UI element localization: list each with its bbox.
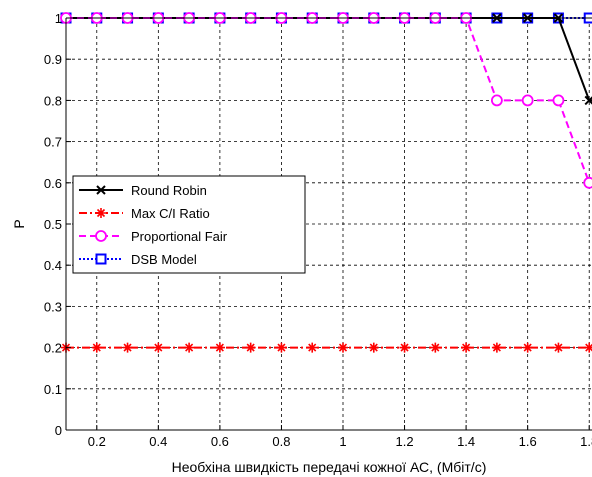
y-tick-label: 0.9 — [44, 52, 62, 67]
marker-stroke — [491, 342, 502, 353]
data-point — [584, 342, 592, 353]
legend-label: DSB Model — [131, 252, 197, 267]
legend-marker — [96, 185, 106, 195]
y-tick-label: 0.4 — [44, 258, 62, 273]
y-tick-label: 0.2 — [44, 341, 62, 356]
y-tick-label: 0.7 — [44, 135, 62, 150]
marker-stroke — [307, 342, 318, 353]
marker-shape — [583, 176, 592, 189]
marker-stroke — [184, 342, 195, 353]
marker-stroke — [96, 208, 106, 218]
x-tick-label: 1 — [339, 434, 346, 449]
legend-label: Round Robin — [131, 183, 207, 198]
legend-item: Round Robin — [79, 183, 207, 198]
marker-stroke — [430, 342, 441, 353]
marker-stroke — [96, 185, 106, 195]
marker-shape — [552, 94, 565, 107]
x-tick-label: 1.8 — [580, 434, 592, 449]
data-point — [522, 342, 533, 353]
marker-shape — [95, 253, 107, 265]
marker-stroke — [584, 342, 592, 353]
y-tick-label: 0 — [55, 423, 62, 438]
marker-stroke — [245, 342, 256, 353]
data-point — [461, 342, 472, 353]
marker-stroke — [368, 342, 379, 353]
y-tick-label: 0.6 — [44, 176, 62, 191]
marker-shape — [521, 94, 534, 107]
y-tick-label: 0.8 — [44, 93, 62, 108]
marker-stroke — [338, 342, 348, 353]
legend-marker — [95, 230, 107, 242]
marker-stroke — [153, 342, 164, 353]
legend-marker — [96, 208, 106, 218]
data-point — [491, 342, 502, 353]
data-point — [368, 342, 379, 353]
data-point — [430, 342, 441, 353]
y-tick-label: 0.1 — [44, 382, 62, 397]
data-point — [521, 94, 534, 107]
data-point — [338, 342, 348, 353]
x-tick-label: 0.8 — [272, 434, 290, 449]
marker-stroke — [553, 342, 564, 353]
data-point — [490, 94, 503, 107]
data-point — [276, 342, 287, 353]
data-point — [91, 342, 102, 353]
legend-item: Proportional Fair — [79, 229, 228, 244]
y-tick-label: 1 — [55, 11, 62, 26]
y-axis-label: P — [11, 219, 27, 228]
marker-shape — [490, 94, 503, 107]
legend-box — [72, 175, 306, 274]
marker-stroke — [91, 342, 102, 353]
x-tick-label: 0.2 — [88, 434, 106, 449]
legend-label: Proportional Fair — [131, 229, 228, 244]
data-point — [583, 176, 592, 189]
marker-stroke — [276, 342, 287, 353]
data-point — [307, 342, 318, 353]
data-point — [214, 342, 225, 353]
y-tick-label: 0.5 — [44, 217, 62, 232]
data-point — [245, 342, 256, 353]
x-tick-label: 0.6 — [211, 434, 229, 449]
data-point — [153, 342, 164, 353]
marker-stroke — [122, 342, 133, 353]
data-point — [399, 342, 410, 353]
data-point — [122, 342, 133, 353]
legend-marker — [95, 253, 107, 265]
legend: Round Robin Max C/I Ratio Proportional Fai… — [72, 175, 306, 274]
axes — [65, 17, 592, 431]
marker-stroke — [214, 342, 225, 353]
tick-labels: 0.2 0.4 0.6 0.8 1 1.2 1.4 1.6 1.8 0 0.1 0.2 0.3 0.4 0.… — [44, 11, 592, 449]
legend-item: Max C/I Ratio — [79, 206, 210, 221]
x-tick-label: 1.4 — [457, 434, 475, 449]
marker-stroke — [522, 342, 533, 353]
x-tick-label: 1.6 — [519, 434, 537, 449]
legend-label: Max C/I Ratio — [131, 206, 210, 221]
data-point — [553, 342, 564, 353]
marker-stroke — [399, 342, 410, 353]
data-point — [552, 94, 565, 107]
marker-stroke — [461, 342, 472, 353]
marker-shape — [95, 230, 107, 242]
y-tick-label: 0.3 — [44, 299, 62, 314]
x-tick-label: 0.4 — [149, 434, 167, 449]
x-tick-label: 1.2 — [396, 434, 414, 449]
data-point — [184, 342, 195, 353]
legend-item: DSB Model — [79, 252, 197, 267]
x-axis-label: Необхіна швидкість передачі кожної АС, (… — [172, 459, 487, 475]
